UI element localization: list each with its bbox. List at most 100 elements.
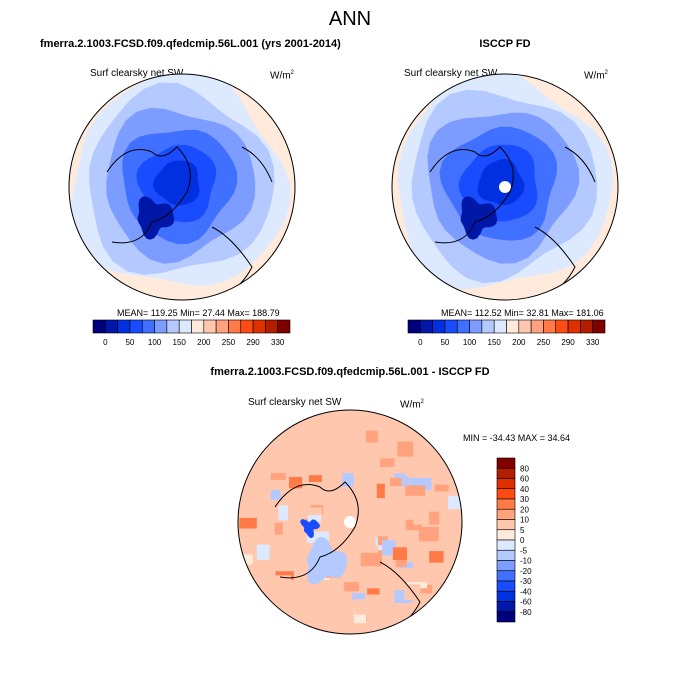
missing-pole <box>499 181 511 193</box>
colorbar-box <box>530 319 544 334</box>
colorbar-box <box>117 319 131 334</box>
field-cell <box>360 550 382 567</box>
field-cell <box>448 495 462 510</box>
colorbar-box <box>265 319 278 334</box>
colorbar-tick-label: 10 <box>520 516 529 525</box>
colorbar-box <box>592 319 606 334</box>
colorbar-tick-label: 150 <box>173 338 187 347</box>
colorbar-tick-label: 330 <box>586 338 600 347</box>
colorbar-box <box>496 601 516 613</box>
colorbar-box <box>228 319 242 334</box>
field-cell <box>341 473 354 487</box>
greenland-region <box>137 196 175 240</box>
field-cell <box>405 468 415 477</box>
field-cell <box>382 540 396 556</box>
units-sup: 2 <box>420 399 424 405</box>
greenland-region <box>307 536 348 585</box>
units-sup: 2 <box>604 70 608 76</box>
field-cell <box>419 526 439 542</box>
colorbar-box <box>252 319 266 334</box>
field-cell <box>410 456 420 466</box>
field-cell <box>323 609 341 617</box>
field-cell <box>274 522 283 535</box>
panel1-stats: MEAN= 119.25 Min= 27.44 Max= 188.79 <box>117 308 280 318</box>
field-cell <box>239 517 257 529</box>
colorbar-tick-label: 200 <box>197 338 211 347</box>
colorbar-tick-label: 290 <box>246 338 260 347</box>
panel3-title: fmerra.2.1003.FCSD.f09.qfedcmip.56L.001 … <box>210 366 490 378</box>
colorbar-box <box>166 319 180 334</box>
colorbar-box <box>496 611 516 623</box>
colorbar-box <box>496 519 516 531</box>
field-cell <box>278 505 289 521</box>
field-cell <box>429 551 444 563</box>
colorbar-box <box>496 529 516 541</box>
colorbar-tick-label: 60 <box>520 475 529 484</box>
colorbar-tick-label: -5 <box>520 546 528 555</box>
panel1-units: W/m2 <box>270 70 294 81</box>
colorbar-box <box>518 319 532 334</box>
colorbar-tick-label: 0 <box>103 338 108 347</box>
main-title: ANN <box>328 8 372 30</box>
colorbar-box <box>444 319 458 334</box>
colorbar-box <box>432 319 446 334</box>
colorbar-tick-label: 20 <box>520 505 529 514</box>
colorbar-box <box>493 319 507 334</box>
field-cell <box>348 432 359 441</box>
map-border <box>237 409 463 635</box>
missing-pole <box>344 516 356 528</box>
colorbar-box <box>496 539 516 551</box>
field-cell <box>270 490 281 500</box>
colorbar-tick-label: 5 <box>520 526 525 535</box>
colorbar-box <box>469 319 483 334</box>
field-cell <box>390 477 402 487</box>
field-cell <box>307 507 322 516</box>
polar-map-2 <box>391 73 619 301</box>
field-cell <box>392 547 407 560</box>
colorbar-box <box>496 488 516 500</box>
panel2-variable: Surf clearsky net SW <box>404 68 498 79</box>
colorbar-tick-label: 50 <box>440 338 449 347</box>
colorbar-box <box>215 319 229 334</box>
panel1-title: fmerra.2.1003.FCSD.f09.qfedcmip.56L.001 … <box>40 38 341 50</box>
colorbar-tick-label: 150 <box>488 338 502 347</box>
colorbar-box <box>277 319 291 334</box>
colorbar-box <box>178 319 192 334</box>
colorbar-box <box>496 549 516 561</box>
field-cell <box>333 576 345 590</box>
colorbar-box <box>203 319 217 334</box>
colorbar-tick-label: 290 <box>561 338 575 347</box>
colorbar-box <box>481 319 495 334</box>
colorbar-box <box>496 560 516 572</box>
field-cell <box>288 476 303 489</box>
units-sup: 2 <box>290 70 294 76</box>
colorbar-box <box>496 590 516 602</box>
units-text: W/m <box>584 70 605 82</box>
panel2-units: W/m2 <box>584 70 608 81</box>
field-cell <box>352 593 366 601</box>
field-cell <box>395 556 407 567</box>
field-cell <box>366 430 378 443</box>
colorbar-box <box>567 319 581 334</box>
field-cell <box>397 441 414 457</box>
panel3-variable: Surf clearsky net SW <box>248 397 342 408</box>
colorbar-tick-label: -80 <box>520 608 532 617</box>
colorbar-tick-label: -40 <box>520 587 532 596</box>
colorbar-box <box>580 319 593 334</box>
archipelago-region <box>300 519 320 538</box>
units-text: W/m <box>270 70 291 82</box>
field-cell <box>380 458 395 467</box>
colorbar-tick-label: -10 <box>520 557 532 566</box>
colorbar-box <box>496 467 516 479</box>
colorbar-tick-label: -30 <box>520 577 532 586</box>
map-border <box>68 73 296 301</box>
colorbar-box <box>456 319 470 334</box>
colorbar-box <box>496 498 516 510</box>
colorbar-tick-label: 50 <box>125 338 134 347</box>
colorbar-tick-label: 0 <box>418 338 423 347</box>
field-cell <box>270 472 286 480</box>
field-cell <box>429 511 440 525</box>
field-cell <box>405 519 422 531</box>
colorbar-tick-label: 100 <box>463 338 477 347</box>
field-cell <box>405 485 426 496</box>
